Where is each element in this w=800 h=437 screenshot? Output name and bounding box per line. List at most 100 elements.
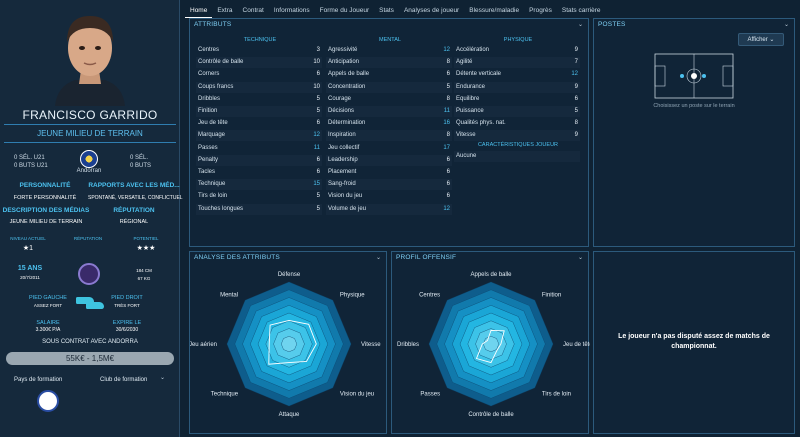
attribute-row: Passes 11 <box>196 143 322 154</box>
attribute-value: 3 <box>316 47 320 53</box>
chevron-down-icon[interactable]: ⌄ <box>578 255 584 261</box>
attribute-name: Détermination <box>328 120 366 127</box>
tab-bar: Home Extra Contrat Informations Forme du… <box>185 4 606 18</box>
contract-status: SOUS CONTRAT AVEC ANDORRA <box>42 339 138 345</box>
attribute-value: 6 <box>316 169 320 175</box>
current-ability-stars: ★1 <box>22 245 34 252</box>
media-description-label: DESCRIPTION DES MÉDIAS <box>2 207 90 214</box>
attribute-value: 6 <box>316 156 320 163</box>
show-dropdown-button[interactable]: Afficher ⌄ <box>738 33 784 46</box>
attribute-value: 15 <box>313 181 320 188</box>
attribute-value: 12 <box>313 132 320 139</box>
chevron-down-icon[interactable]: ⌄ <box>578 22 584 28</box>
date-of-birth: 20/7/2011 <box>20 275 40 280</box>
radar-axis-label: Appels de balle <box>470 272 512 278</box>
pitch-diagram[interactable] <box>654 53 734 99</box>
tab-home[interactable]: Home <box>185 4 213 18</box>
player-traits-row: Aucune <box>454 151 580 162</box>
radar-axis-label: Jeu aérien <box>190 342 217 348</box>
attribute-name: Jeu collectif <box>328 144 360 151</box>
attribute-row: Vitesse 9 <box>454 130 580 142</box>
physique-header: PHYSIQUE <box>503 37 533 43</box>
tab-progress[interactable]: Progrès <box>529 7 552 14</box>
attribute-row: Anticipation 8 <box>326 57 452 69</box>
attribute-name: Touches longues <box>198 205 244 212</box>
attribute-value: 6 <box>446 71 450 78</box>
show-dropdown-label: Afficher <box>747 37 768 43</box>
attribute-row: Touches longues 5 <box>196 203 322 215</box>
attribute-row: Appels de balle 6 <box>326 69 452 80</box>
position-marker[interactable] <box>691 73 697 79</box>
attribute-name: Technique <box>198 181 226 188</box>
tab-career-stats[interactable]: Stats carrière <box>561 7 601 14</box>
attribute-name: Concentration <box>328 83 366 90</box>
tab-extra[interactable]: Extra <box>217 7 233 14</box>
transfer-value-bar[interactable]: 55K€ - 1,5M€ <box>6 352 174 365</box>
tab-analysis[interactable]: Analyses de joueur <box>403 7 460 14</box>
chevron-down-icon[interactable]: ⌄ <box>160 375 166 381</box>
right-foot-label: PIED DROIT <box>111 295 143 301</box>
radar-axis-label: Défense <box>278 272 301 278</box>
attribute-row: Agressivité 12 <box>326 45 452 56</box>
matches-panel: Le joueur n'a pas disputé assez de match… <box>593 251 795 434</box>
attribute-radar-chart: Défense Physique Vitesse Vision du jeu Attaq… <box>190 272 381 418</box>
attribute-row: Leadership 6 <box>326 154 452 166</box>
no-matches-message: Le joueur n'a pas disputé assez de match… <box>618 333 770 350</box>
tab-form[interactable]: Forme du Joueur <box>319 7 370 14</box>
attribute-value: 9 <box>574 83 578 90</box>
tab-injury[interactable]: Blessure/maladie <box>469 7 520 14</box>
attribute-name: Endurance <box>456 83 486 90</box>
attribute-value: 9 <box>574 132 578 139</box>
position-marker[interactable] <box>680 74 684 78</box>
attribute-row: Jeu de tête 6 <box>196 118 322 129</box>
radar-player-shape <box>475 329 505 364</box>
attribute-row: Courage 8 <box>326 94 452 105</box>
chevron-down-icon[interactable]: ⌄ <box>376 255 382 261</box>
attribute-name: Décisions <box>328 108 355 114</box>
attribute-value: 8 <box>574 120 578 127</box>
attribute-name: Tacles <box>198 169 216 175</box>
tab-information[interactable]: Informations <box>273 7 310 14</box>
positions-hint: Choisissez un poste sur le terrain <box>653 103 735 109</box>
positions-panel: POSTES ⌄ Afficher ⌄ Choisissez un poste … <box>593 18 795 247</box>
attribute-row: Puissance 5 <box>454 106 580 117</box>
radar-axis-label: Contrôle de balle <box>468 412 514 418</box>
andorra-flag-icon <box>80 150 98 168</box>
attribute-row: Equilibre 6 <box>454 94 580 105</box>
attribute-name: Agressivité <box>328 47 358 53</box>
u21-goals: 0 BUTS U21 <box>14 163 48 169</box>
attribute-name: Agilité <box>456 59 473 66</box>
attributes-panel: ATTRIBUTS ⌄ TECHNIQUE MENTAL PHYSIQUE Ce… <box>189 18 589 247</box>
reputation-small-label: RÉPUTATION <box>73 236 103 241</box>
tab-contract[interactable]: Contrat <box>242 7 264 14</box>
radar-axis-label: Jeu de tête <box>563 342 590 348</box>
attribute-row: Sang-froid 6 <box>326 179 452 191</box>
right-boot-icon <box>86 302 104 309</box>
attribute-row: Tirs de loin 5 <box>196 191 322 202</box>
radar-axis-label: Technique <box>211 392 239 398</box>
tab-stats[interactable]: Stats <box>379 7 394 14</box>
technique-header: TECHNIQUE <box>243 37 277 43</box>
attribute-name: Jeu de tête <box>198 120 228 127</box>
attribute-value: 12 <box>571 71 578 78</box>
attribute-row: Centres 3 <box>196 45 322 56</box>
attribute-name: Corners <box>198 71 220 78</box>
attribute-row: Finition 5 <box>196 106 322 117</box>
attribute-value: 7 <box>574 59 578 66</box>
attribute-name: Dribbles <box>198 95 221 102</box>
attribute-name: Centres <box>198 47 220 53</box>
salary-label: SALAIRE <box>36 320 60 326</box>
attribute-row: Concentration 5 <box>326 81 452 93</box>
attribute-row: Jeu collectif 17 <box>326 143 452 154</box>
position-marker[interactable] <box>702 74 706 78</box>
attribute-value: 17 <box>443 144 450 151</box>
attribute-name: Passes <box>198 144 218 151</box>
left-boot-icon <box>76 297 94 304</box>
chevron-down-icon[interactable]: ⌄ <box>784 22 790 28</box>
attribute-name: Tirs de loin <box>198 193 228 200</box>
right-foot-value: TRÈS FORT <box>114 303 140 308</box>
attribute-value: 5 <box>574 108 578 114</box>
player-traits-header: CARACTÉRISTIQUES JOUEUR <box>477 142 559 148</box>
attribute-row: Tacles 6 <box>196 167 322 178</box>
attribute-value: 12 <box>443 205 450 212</box>
